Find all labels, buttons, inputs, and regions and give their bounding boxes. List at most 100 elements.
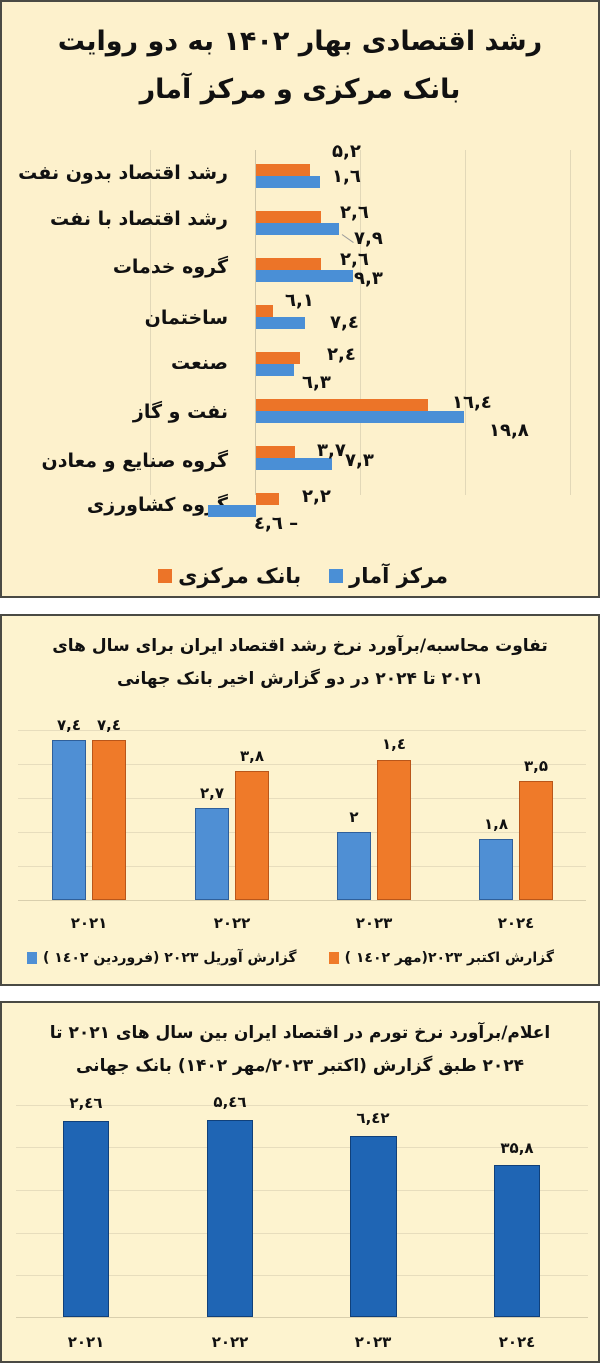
baseline: [16, 1317, 588, 1318]
gridline: [570, 150, 571, 495]
value-label: ٦,۱: [332, 166, 361, 187]
legend-swatch-blue: [329, 569, 344, 583]
chart-title: رشد اقتصادی بهار ۱۴۰۲ به دو روایت بانک م…: [2, 18, 598, 114]
bar-stat-center: [256, 364, 294, 376]
bar-april-2022: [195, 808, 229, 900]
x-tick-label: ۲۰۲۳: [354, 1333, 392, 1351]
bar-inflation-2023: [350, 1136, 397, 1317]
bar-april-2021: [52, 740, 86, 900]
value-label: ٤,۱: [381, 735, 406, 753]
x-tick-label: ۲۰۲۱: [67, 1333, 105, 1351]
bar-october-2023: [377, 760, 411, 900]
bar-stat-center: [208, 505, 256, 517]
legend: گزارش اکتبر ۲۰۲۳(مهر ۱٤۰۲ ) گزارش آوریل …: [21, 950, 554, 966]
bar-central-bank: [256, 446, 295, 458]
x-tick-label: ۲۰۲۳: [355, 914, 393, 932]
value-label: ۳,۵: [523, 757, 548, 775]
bar-inflation-2021: [63, 1121, 109, 1317]
baseline: [18, 900, 586, 901]
legend-label: بانک مرکزی: [178, 564, 302, 588]
bar-stat-center: [256, 223, 339, 235]
value-label: ٦,۲: [340, 249, 369, 270]
zero-axis: [255, 150, 256, 495]
category-label: صنعت: [171, 352, 228, 374]
gridline: [16, 1147, 588, 1148]
bar-october-2024: [519, 781, 553, 900]
category-label: گروه خدمات: [112, 256, 228, 278]
chart-title: تفاوت محاسبه/برآورد نرخ رشد اقتصاد ایران…: [2, 630, 598, 696]
bar-central-bank: [256, 258, 321, 270]
title-line-2: ۲۰۲۴ طبق گزارش (اکتبر ۲۰۲۳/مهر ۱۴۰۲) بان…: [75, 1056, 525, 1076]
bar-central-bank: [256, 211, 321, 223]
value-label: ۲,۲: [302, 486, 331, 507]
value-label: ٤٦,۲: [69, 1094, 103, 1112]
title-line-1: اعلام/برآورد نرخ تورم در اقتصاد ایران بی…: [49, 1023, 551, 1043]
gridline: [16, 1190, 588, 1191]
growth-spring-chart: رشد اقتصادی بهار ۱۴۰۲ به دو روایت بانک م…: [0, 0, 600, 598]
bar-april-2023: [337, 832, 371, 900]
bar-april-2024: [479, 839, 513, 900]
legend-item-april: گزارش آوریل ۲۰۲۳ (فروردین ۱٤۰۲ ): [21, 950, 297, 966]
bar-october-2021: [92, 740, 126, 900]
x-tick-label: ۲۰۲۱: [70, 914, 108, 932]
value-label: ۳۵,۸: [500, 1139, 534, 1157]
gridline: [360, 150, 361, 495]
x-tick-label: ۲۰۲٤: [497, 914, 535, 932]
value-label: ۳,۸: [239, 747, 264, 765]
category-label: ساختمان: [144, 307, 228, 329]
value-label: ٤٦,۵: [213, 1093, 247, 1111]
value-label: ٤,۷: [96, 716, 121, 734]
bar-stat-center: [256, 270, 353, 282]
x-tick-label: ۲۰۲٤: [498, 1333, 536, 1351]
chart-title: اعلام/برآورد نرخ تورم در اقتصاد ایران بی…: [2, 1017, 598, 1083]
title-line-1: تفاوت محاسبه/برآورد نرخ رشد اقتصاد ایران…: [52, 636, 548, 656]
gridline: [18, 730, 586, 731]
gridline: [16, 1233, 588, 1234]
x-tick-label: ۲۰۲۲: [211, 1333, 249, 1351]
value-label: ۳,۷: [317, 440, 346, 461]
category-label: نفت و گاز: [132, 401, 228, 423]
category-label: گروه صنایع و معادن: [41, 450, 228, 472]
bar-stat-center: [256, 458, 332, 470]
value-label: ۲,۷: [199, 784, 224, 802]
gridline: [18, 764, 586, 765]
value-label: ٦,۲: [340, 202, 369, 223]
bar-stat-center: [256, 317, 305, 329]
title-line-2: ۲۰۲۱ تا ۲۰۲۴ در دو گزارش اخیر بانک جهانی: [116, 669, 484, 689]
bar-october-2022: [235, 771, 269, 900]
x-tick-label: ۲۰۲۲: [213, 914, 251, 932]
value-label: ۷,۹: [354, 228, 383, 249]
value-label: ۳,٦: [302, 372, 331, 393]
bar-stat-center: [256, 411, 464, 423]
bar-inflation-2022: [207, 1120, 253, 1317]
value-label: ۷,۳: [345, 450, 374, 471]
value-label: ۱,٦: [285, 290, 314, 311]
category-label: رشد اقتصاد با نفت: [50, 208, 228, 230]
value-label: ۱٦,٤: [452, 392, 492, 413]
legend-label: مرکز آمار: [349, 564, 448, 588]
gridline: [18, 832, 586, 833]
gridline: [16, 1275, 588, 1276]
value-label: – ٤,٦: [254, 513, 299, 534]
title-line-2: بانک مرکزی و مرکز آمار: [139, 74, 461, 105]
value-label: ۵,۲: [332, 141, 361, 162]
wb-inflation-chart: اعلام/برآورد نرخ تورم در اقتصاد ایران بی…: [0, 1001, 600, 1363]
bar-central-bank: [256, 305, 273, 317]
category-label: رشد اقتصاد بدون نفت: [18, 162, 228, 184]
legend-swatch-blue: [27, 952, 37, 964]
value-label: ٤,۲: [327, 344, 356, 365]
bar-central-bank: [256, 352, 300, 364]
gridline: [465, 150, 466, 495]
legend-label: گزارش آوریل ۲۰۲۳ (فروردین ۱٤۰۲ ): [43, 950, 297, 966]
value-label: ٤,۷: [56, 716, 81, 734]
leader-line: [341, 234, 354, 243]
category-label: گروه کشاورزی: [86, 494, 228, 516]
legend-label: گزارش اکتبر ۲۰۲۳(مهر ۱٤۰۲ ): [344, 950, 554, 966]
value-label: ۲: [349, 808, 359, 826]
bar-central-bank: [256, 399, 428, 411]
bar-inflation-2024: [494, 1165, 540, 1317]
value-label: ٤,۷: [330, 312, 359, 333]
gridline: [18, 798, 586, 799]
value-label: ۱۹,۸: [489, 420, 529, 441]
value-label: ۹,۳: [354, 268, 383, 289]
